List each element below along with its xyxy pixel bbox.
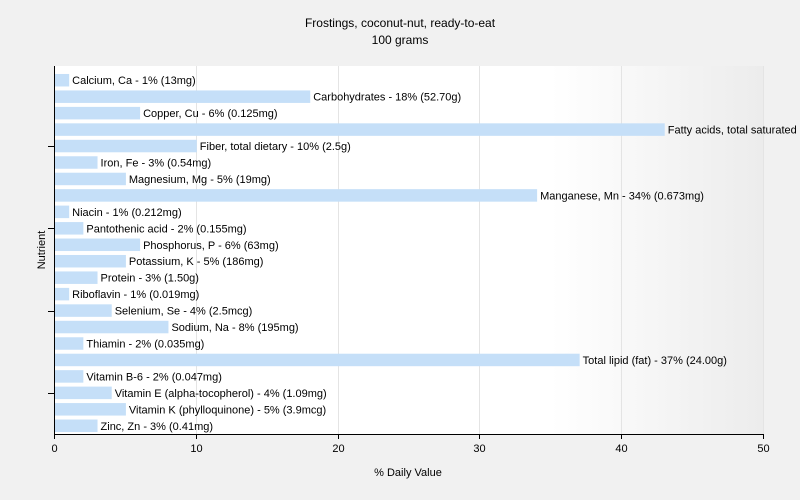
bar-2 (55, 106, 141, 120)
data-label-10: Phosphorus, P - 6% (63mg) (143, 240, 279, 252)
bar-7 (55, 189, 538, 202)
bar-4 (55, 139, 197, 153)
data-label-11: Potassium, K - 5% (186mg) (129, 256, 264, 268)
axes: 0 10 20 30 40 50 (48, 66, 770, 455)
bar-15 (55, 320, 169, 334)
data-label-1: Carbohydrates - 18% (52.70g) (313, 92, 461, 104)
x-tick-label-0: 0 (51, 443, 57, 455)
bar-21 (55, 419, 98, 433)
data-label-15: Sodium, Na - 8% (195mg) (171, 322, 298, 334)
x-tick-label-20: 20 (332, 443, 344, 455)
data-label-2: Copper, Cu - 6% (0.125mg) (143, 108, 278, 120)
bar-17 (55, 353, 580, 367)
chart-title: Frostings, coconut-nut, ready-to-eat (305, 16, 496, 30)
bar-9 (55, 222, 84, 235)
data-label-4: Fiber, total dietary - 10% (2.5g) (200, 141, 351, 153)
data-label-20: Vitamin K (phylloquinone) - 5% (3.9mcg) (129, 404, 326, 416)
data-label-18: Vitamin B-6 - 2% (0.047mg) (86, 371, 222, 383)
bar-3 (55, 123, 665, 136)
bar-20 (55, 403, 126, 416)
bar-12 (55, 271, 98, 284)
bar-1 (55, 90, 311, 103)
data-label-14: Selenium, Se - 4% (2.5mcg) (115, 306, 253, 318)
data-label-17: Total lipid (fat) - 37% (24.00g) (583, 355, 727, 367)
data-label-6: Magnesium, Mg - 5% (19mg) (129, 174, 271, 186)
bar-11 (55, 254, 126, 268)
data-label-0: Calcium, Ca - 1% (13mg) (72, 75, 195, 87)
data-label-3: Fatty acids, total saturated - 43% (8.63… (668, 125, 800, 137)
data-label-5: Iron, Fe - 3% (0.54mg) (101, 158, 212, 170)
bar-5 (55, 156, 98, 169)
bar-6 (55, 172, 126, 186)
x-tick-label-40: 40 (615, 443, 627, 455)
bar-16 (55, 337, 84, 350)
bar-14 (55, 304, 112, 317)
data-label-16: Thiamin - 2% (0.035mg) (86, 339, 204, 351)
bar-8 (55, 205, 70, 219)
x-axis-label: % Daily Value (374, 467, 442, 479)
data-label-21: Zinc, Zn - 3% (0.41mg) (101, 421, 213, 433)
bar-18 (55, 370, 84, 383)
bar-10 (55, 238, 141, 252)
bars (55, 73, 665, 433)
x-tick-label-50: 50 (757, 443, 769, 455)
data-label-19: Vitamin E (alpha-tocopherol) - 4% (1.09m… (115, 388, 327, 400)
x-tick-label-10: 10 (190, 443, 202, 455)
chart-subtitle: 100 grams (372, 33, 429, 47)
data-label-13: Riboflavin - 1% (0.019mg) (72, 289, 199, 301)
bar-13 (55, 287, 70, 301)
x-tick-label-30: 30 (473, 443, 485, 455)
data-label-9: Pantothenic acid - 2% (0.155mg) (86, 223, 246, 235)
data-label-7: Manganese, Mn - 34% (0.673mg) (540, 190, 704, 202)
data-label-8: Niacin - 1% (0.212mg) (72, 207, 181, 219)
bar-labels: Calcium, Ca - 1% (13mg) Carbohydrates - 1… (72, 75, 800, 433)
bar-0 (55, 73, 70, 87)
y-axis-label: Nutrient (36, 231, 48, 270)
data-label-12: Protein - 3% (1.50g) (101, 273, 199, 285)
bar-19 (55, 386, 112, 400)
